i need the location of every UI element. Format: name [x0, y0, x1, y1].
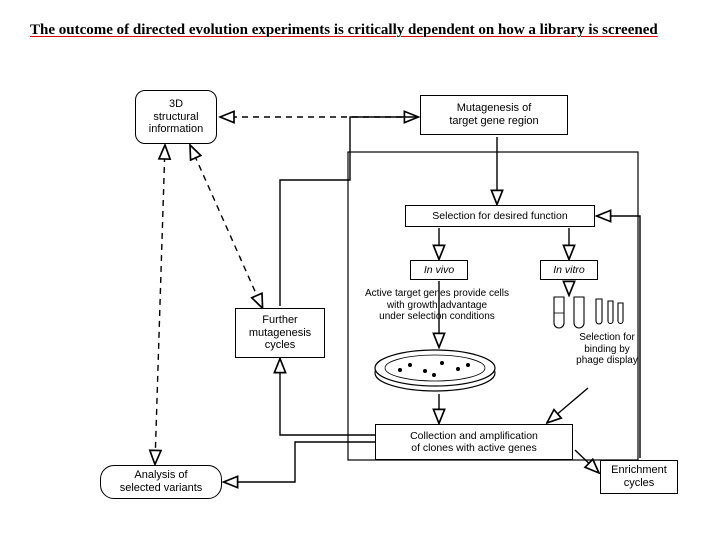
node-label: Collection and amplificationof clones wi…	[410, 430, 538, 454]
node-in-vivo: In vivo	[410, 260, 468, 280]
node-enrichment: Enrichmentcycles	[600, 460, 678, 494]
label-phage-display: Selection forbinding byphage display	[557, 332, 657, 367]
node-label: Mutagenesis oftarget gene region	[449, 102, 538, 127]
node-further-mutagenesis: Furthermutagenesiscycles	[235, 308, 325, 358]
node-label: Selection for desired function	[432, 210, 567, 222]
test-tubes-icon	[548, 295, 628, 337]
node-3d-structural: 3Dstructuralinformation	[135, 90, 217, 144]
label-active-target: Active target genes provide cellswith gr…	[337, 288, 537, 323]
node-selection: Selection for desired function	[405, 205, 595, 227]
node-mutagenesis: Mutagenesis oftarget gene region	[420, 95, 568, 135]
node-label: In vivo	[424, 264, 454, 276]
node-label: Furthermutagenesiscycles	[249, 314, 311, 352]
node-label: In vitro	[553, 264, 585, 276]
node-label: 3Dstructuralinformation	[149, 98, 203, 136]
node-label: Enrichmentcycles	[611, 464, 667, 489]
page-title: The outcome of directed evolution experi…	[30, 20, 690, 40]
node-label: Analysis ofselected variants	[120, 469, 203, 494]
node-analysis: Analysis ofselected variants	[100, 465, 222, 499]
flowchart: 3Dstructuralinformation Mutagenesis ofta…	[100, 90, 680, 510]
heading-text: The outcome of directed evolution experi…	[30, 22, 658, 38]
node-collection: Collection and amplificationof clones wi…	[375, 424, 573, 460]
petri-dish-icon	[370, 345, 500, 395]
node-in-vitro: In vitro	[540, 260, 598, 280]
